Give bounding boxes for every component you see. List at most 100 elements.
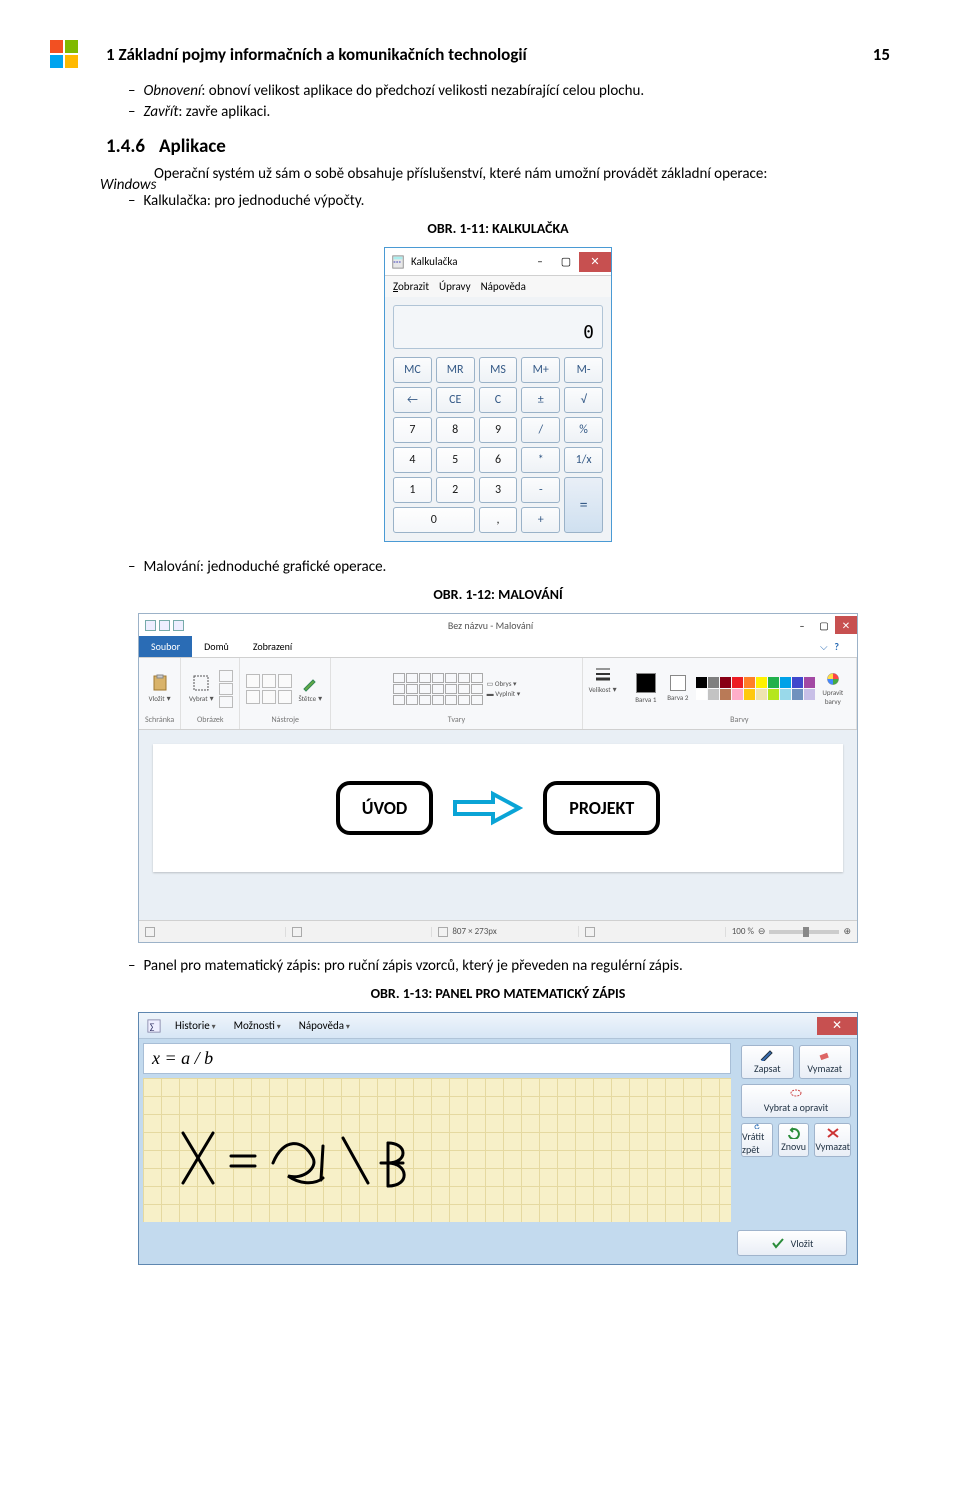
- palette-swatch[interactable]: [720, 689, 731, 700]
- calc-btn-sub[interactable]: -: [521, 477, 560, 503]
- shapes-gallery[interactable]: [393, 673, 483, 705]
- palette-swatch[interactable]: [792, 689, 803, 700]
- menu-upravy[interactable]: Úpravy: [439, 280, 471, 293]
- edit-colors-button[interactable]: Upravit barvy: [819, 671, 847, 707]
- zoom-out-button[interactable]: ⊖: [758, 926, 766, 937]
- calc-btn-mminus[interactable]: M-: [564, 357, 603, 383]
- eraser-icon[interactable]: [246, 690, 260, 704]
- calc-btn-mr[interactable]: MR: [436, 357, 475, 383]
- calc-btn-mc[interactable]: MC: [393, 357, 432, 383]
- calc-btn-dec[interactable]: ,: [479, 507, 518, 533]
- erase-button[interactable]: Vymazat: [799, 1045, 852, 1079]
- zoom-slider[interactable]: [769, 930, 839, 934]
- color2-button[interactable]: Barva 2: [664, 671, 692, 707]
- crop-icon[interactable]: [219, 670, 233, 682]
- tab-soubor[interactable]: Soubor: [139, 636, 192, 657]
- calc-btn-5[interactable]: 5: [436, 447, 475, 473]
- palette-swatch[interactable]: [780, 689, 791, 700]
- fill-icon[interactable]: [262, 674, 276, 688]
- calc-btn-1[interactable]: 1: [393, 477, 432, 503]
- calc-btn-2[interactable]: 2: [436, 477, 475, 503]
- size-button[interactable]: Velikost: [589, 662, 617, 698]
- text-icon[interactable]: [278, 674, 292, 688]
- calc-btn-c[interactable]: C: [479, 387, 518, 413]
- palette-swatch[interactable]: [804, 689, 815, 700]
- select-button[interactable]: Vybrat: [187, 671, 215, 707]
- tab-zobrazeni[interactable]: Zobrazení: [241, 636, 304, 657]
- calc-btn-eq[interactable]: =: [564, 477, 603, 533]
- calc-btn-neg[interactable]: ±: [521, 387, 560, 413]
- palette-swatch[interactable]: [732, 689, 743, 700]
- redo-icon[interactable]: [173, 620, 184, 631]
- calc-btn-mplus[interactable]: M+: [521, 357, 560, 383]
- menu-moznosti[interactable]: Možnosti: [226, 1019, 289, 1032]
- calc-btn-pct[interactable]: %: [564, 417, 603, 443]
- calc-btn-8[interactable]: 8: [436, 417, 475, 443]
- calc-btn-9[interactable]: 9: [479, 417, 518, 443]
- write-button[interactable]: Zapsat: [741, 1045, 794, 1079]
- zoom-control[interactable]: 100 % ⊖ ⊕: [726, 926, 857, 937]
- rotate-icon[interactable]: [219, 696, 233, 708]
- outline-button[interactable]: ▭ Obrys ▾: [487, 679, 521, 688]
- menu-historie[interactable]: Historie: [167, 1019, 224, 1032]
- calc-btn-mul[interactable]: *: [521, 447, 560, 473]
- close-button[interactable]: ✕: [835, 616, 857, 634]
- select-fix-button[interactable]: Vybrat a opravit: [741, 1084, 851, 1118]
- picker-icon[interactable]: [262, 690, 276, 704]
- calc-btn-ms[interactable]: MS: [479, 357, 518, 383]
- drawing-canvas[interactable]: ÚVOD PROJEKT: [153, 744, 843, 872]
- help-button[interactable]: ⌵ ?: [814, 636, 857, 657]
- palette-swatch[interactable]: [708, 677, 719, 688]
- menu-napoveda[interactable]: Nápověda: [481, 280, 526, 293]
- calc-btn-div[interactable]: /: [521, 417, 560, 443]
- minimize-button[interactable]: –: [527, 252, 553, 272]
- calc-btn-4[interactable]: 4: [393, 447, 432, 473]
- palette-swatch[interactable]: [720, 677, 731, 688]
- color1-button[interactable]: Barva 1: [632, 671, 660, 707]
- color-palette[interactable]: [696, 677, 815, 700]
- redo-button[interactable]: Znovu: [778, 1123, 810, 1157]
- fill-button[interactable]: ▬ Vyplnit ▾: [487, 689, 521, 698]
- zoom-icon[interactable]: [278, 690, 292, 704]
- palette-swatch[interactable]: [780, 677, 791, 688]
- clear-button[interactable]: Vymazat: [814, 1123, 851, 1157]
- close-button[interactable]: ✕: [579, 252, 611, 272]
- close-button[interactable]: ✕: [817, 1017, 857, 1035]
- palette-swatch[interactable]: [744, 689, 755, 700]
- menu-zobrazit[interactable]: Zobrazit: [393, 280, 429, 293]
- brushes-button[interactable]: Štětce: [296, 671, 324, 707]
- palette-swatch[interactable]: [768, 689, 779, 700]
- calc-btn-6[interactable]: 6: [479, 447, 518, 473]
- resize-icon[interactable]: [219, 683, 233, 695]
- calc-btn-3[interactable]: 3: [479, 477, 518, 503]
- undo-icon[interactable]: [159, 620, 170, 631]
- paste-button[interactable]: Vložit: [146, 671, 174, 707]
- calc-btn-0[interactable]: 0: [393, 507, 475, 533]
- calc-btn-inv[interactable]: 1/x: [564, 447, 603, 473]
- palette-swatch[interactable]: [696, 689, 707, 700]
- menu-napoveda[interactable]: Nápověda: [291, 1019, 358, 1032]
- save-icon[interactable]: [145, 620, 156, 631]
- maximize-button[interactable]: ▢: [813, 616, 835, 634]
- palette-swatch[interactable]: [756, 677, 767, 688]
- handwriting-canvas[interactable]: [143, 1078, 731, 1222]
- calc-btn-sqrt[interactable]: √: [564, 387, 603, 413]
- maximize-button[interactable]: ▢: [553, 252, 579, 272]
- calc-btn-7[interactable]: 7: [393, 417, 432, 443]
- pencil-icon[interactable]: [246, 674, 260, 688]
- palette-swatch[interactable]: [696, 677, 707, 688]
- undo-button[interactable]: Vrátit zpět: [741, 1123, 773, 1157]
- palette-swatch[interactable]: [756, 689, 767, 700]
- minimize-button[interactable]: –: [791, 616, 813, 634]
- palette-swatch[interactable]: [708, 689, 719, 700]
- insert-button[interactable]: Vložit: [737, 1230, 847, 1256]
- palette-swatch[interactable]: [792, 677, 803, 688]
- tab-domu[interactable]: Domů: [192, 636, 241, 657]
- calc-btn-back[interactable]: ←: [393, 387, 432, 413]
- palette-swatch[interactable]: [744, 677, 755, 688]
- palette-swatch[interactable]: [768, 677, 779, 688]
- zoom-in-button[interactable]: ⊕: [843, 926, 851, 937]
- calc-btn-ce[interactable]: CE: [436, 387, 475, 413]
- palette-swatch[interactable]: [732, 677, 743, 688]
- palette-swatch[interactable]: [804, 677, 815, 688]
